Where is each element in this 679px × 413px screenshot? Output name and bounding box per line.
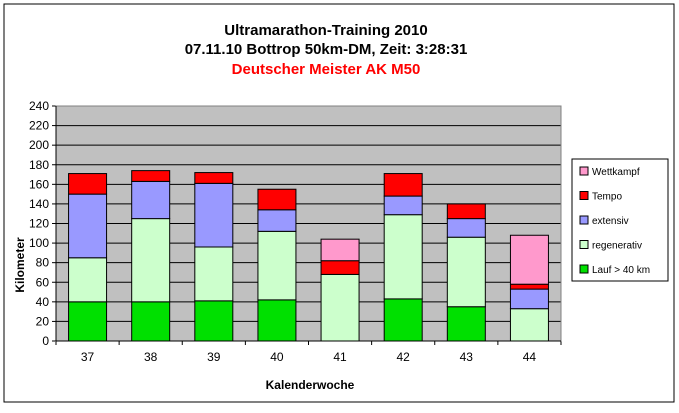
bar-segment <box>68 193 108 259</box>
bar-segment <box>68 173 108 195</box>
bar-segment <box>320 238 360 262</box>
x-tick-label: 39 <box>207 350 221 364</box>
y-tick-label: 100 <box>29 236 49 250</box>
legend-swatch <box>579 191 589 200</box>
bar-segment <box>257 299 297 342</box>
bar-segment <box>194 300 234 342</box>
bar-segment <box>446 306 486 342</box>
bar-segment <box>131 218 171 303</box>
axes-group <box>52 105 562 345</box>
x-tick-label: 41 <box>333 350 347 364</box>
x-tick-label: 40 <box>270 350 284 364</box>
legend-swatch <box>579 166 589 176</box>
y-tick-label: 60 <box>36 275 50 289</box>
bar-segment <box>383 195 423 216</box>
x-tick-label: 44 <box>523 350 537 364</box>
y-tick-label: 180 <box>29 158 49 172</box>
bar-segment <box>131 180 171 220</box>
legend-swatch <box>579 215 589 225</box>
y-tick-label: 120 <box>29 217 49 231</box>
y-tick-label: 40 <box>36 295 50 309</box>
bar-segment <box>320 260 360 275</box>
bar-segment <box>257 188 297 211</box>
x-axis-label: Kalenderwoche <box>266 378 355 392</box>
chart-title-line-2: 07.11.10 Bottrop 50km-DM, Zeit: 3:28:31 <box>185 41 468 58</box>
bar-segment <box>509 283 549 290</box>
y-tick-label: 220 <box>29 119 49 133</box>
bar-segment <box>509 308 549 342</box>
y-axis-label: Kilometer <box>13 237 27 293</box>
legend-label: Wettkampf <box>592 167 640 178</box>
bar-segment <box>131 301 171 342</box>
bar-segment <box>194 246 234 302</box>
legend-label: regenerativ <box>592 241 642 252</box>
x-tick-label: 43 <box>460 350 474 364</box>
bar-segment <box>257 230 297 301</box>
y-tick-label: 200 <box>29 138 49 152</box>
bar-segment <box>194 182 234 248</box>
bars-group <box>68 170 549 342</box>
legend-label: Tempo <box>592 192 622 203</box>
chart-subtitle: Deutscher Meister AK M50 <box>232 61 421 78</box>
chart-title-line-1: Ultramarathon-Training 2010 <box>224 22 427 39</box>
legend-label: extensiv <box>592 216 629 227</box>
x-tick-labels: 37 38 39 40 41 42 43 44 <box>81 350 537 364</box>
legend-swatch <box>579 240 589 249</box>
bar-segment <box>446 236 486 308</box>
y-tick-label: 160 <box>29 177 49 191</box>
bar-segment <box>446 203 486 220</box>
x-tick-label: 38 <box>144 350 158 364</box>
y-tick-label: 240 <box>29 99 49 113</box>
bar-segment <box>257 209 297 232</box>
bar-segment <box>383 298 423 342</box>
legend: Wettkampf Tempo extensiv regenerativ Lauf > … <box>571 158 669 282</box>
bar-segment <box>509 234 549 285</box>
legend-swatch <box>579 264 589 274</box>
bar-segment <box>68 257 108 303</box>
bar-segment <box>383 214 423 300</box>
y-tick-label: 80 <box>36 256 50 270</box>
bar-segment <box>131 170 171 182</box>
x-tick-label: 37 <box>81 350 95 364</box>
y-tick-label: 20 <box>36 314 50 328</box>
y-tick-labels: 0 20 40 60 80 100 120 140 160 180 200 220 240 <box>29 99 49 348</box>
bar-segment <box>446 218 486 238</box>
bar-segment <box>320 273 360 342</box>
bar-segment <box>194 172 234 184</box>
y-tick-label: 0 <box>42 334 49 348</box>
x-tick-label: 42 <box>397 350 411 364</box>
bar-segment <box>383 173 423 197</box>
bar-segment <box>68 301 108 342</box>
bar-segment <box>509 288 549 310</box>
legend-label: Lauf > 40 km <box>592 265 650 276</box>
y-tick-label: 140 <box>29 197 49 211</box>
